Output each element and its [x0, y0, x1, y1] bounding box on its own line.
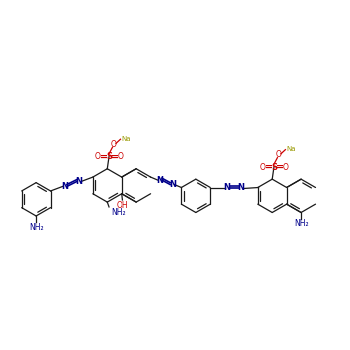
Text: N: N [169, 180, 176, 189]
Text: O: O [110, 140, 116, 149]
Text: O: O [117, 152, 123, 161]
Text: S: S [271, 162, 277, 172]
Text: NH₂: NH₂ [29, 223, 43, 232]
Text: O: O [282, 162, 288, 172]
Text: N: N [76, 177, 83, 186]
Text: S: S [106, 152, 112, 161]
Text: O: O [260, 162, 266, 172]
Text: O: O [275, 150, 281, 159]
Text: N: N [61, 182, 68, 191]
Text: N: N [156, 176, 163, 184]
Text: Na: Na [121, 135, 131, 141]
Text: OH: OH [117, 201, 128, 210]
Text: Na: Na [286, 146, 296, 152]
Text: NH₂: NH₂ [111, 208, 125, 217]
Text: NH₂: NH₂ [294, 219, 308, 229]
Text: N: N [224, 183, 231, 192]
Text: O: O [95, 152, 101, 161]
Text: N: N [237, 183, 244, 192]
